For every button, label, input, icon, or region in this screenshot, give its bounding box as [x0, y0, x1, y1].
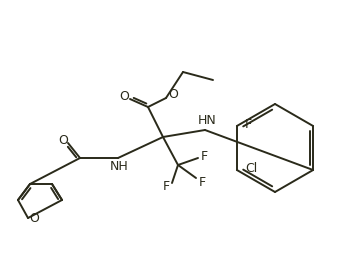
- Text: NH: NH: [110, 161, 129, 173]
- Text: O: O: [58, 133, 68, 146]
- Text: O: O: [119, 90, 129, 104]
- Text: O: O: [29, 213, 39, 225]
- Text: F: F: [200, 150, 207, 162]
- Text: F: F: [198, 176, 206, 188]
- Text: F: F: [244, 118, 251, 132]
- Text: HN: HN: [198, 114, 216, 126]
- Text: Cl: Cl: [245, 162, 257, 176]
- Text: O: O: [168, 88, 178, 102]
- Text: F: F: [162, 180, 170, 194]
